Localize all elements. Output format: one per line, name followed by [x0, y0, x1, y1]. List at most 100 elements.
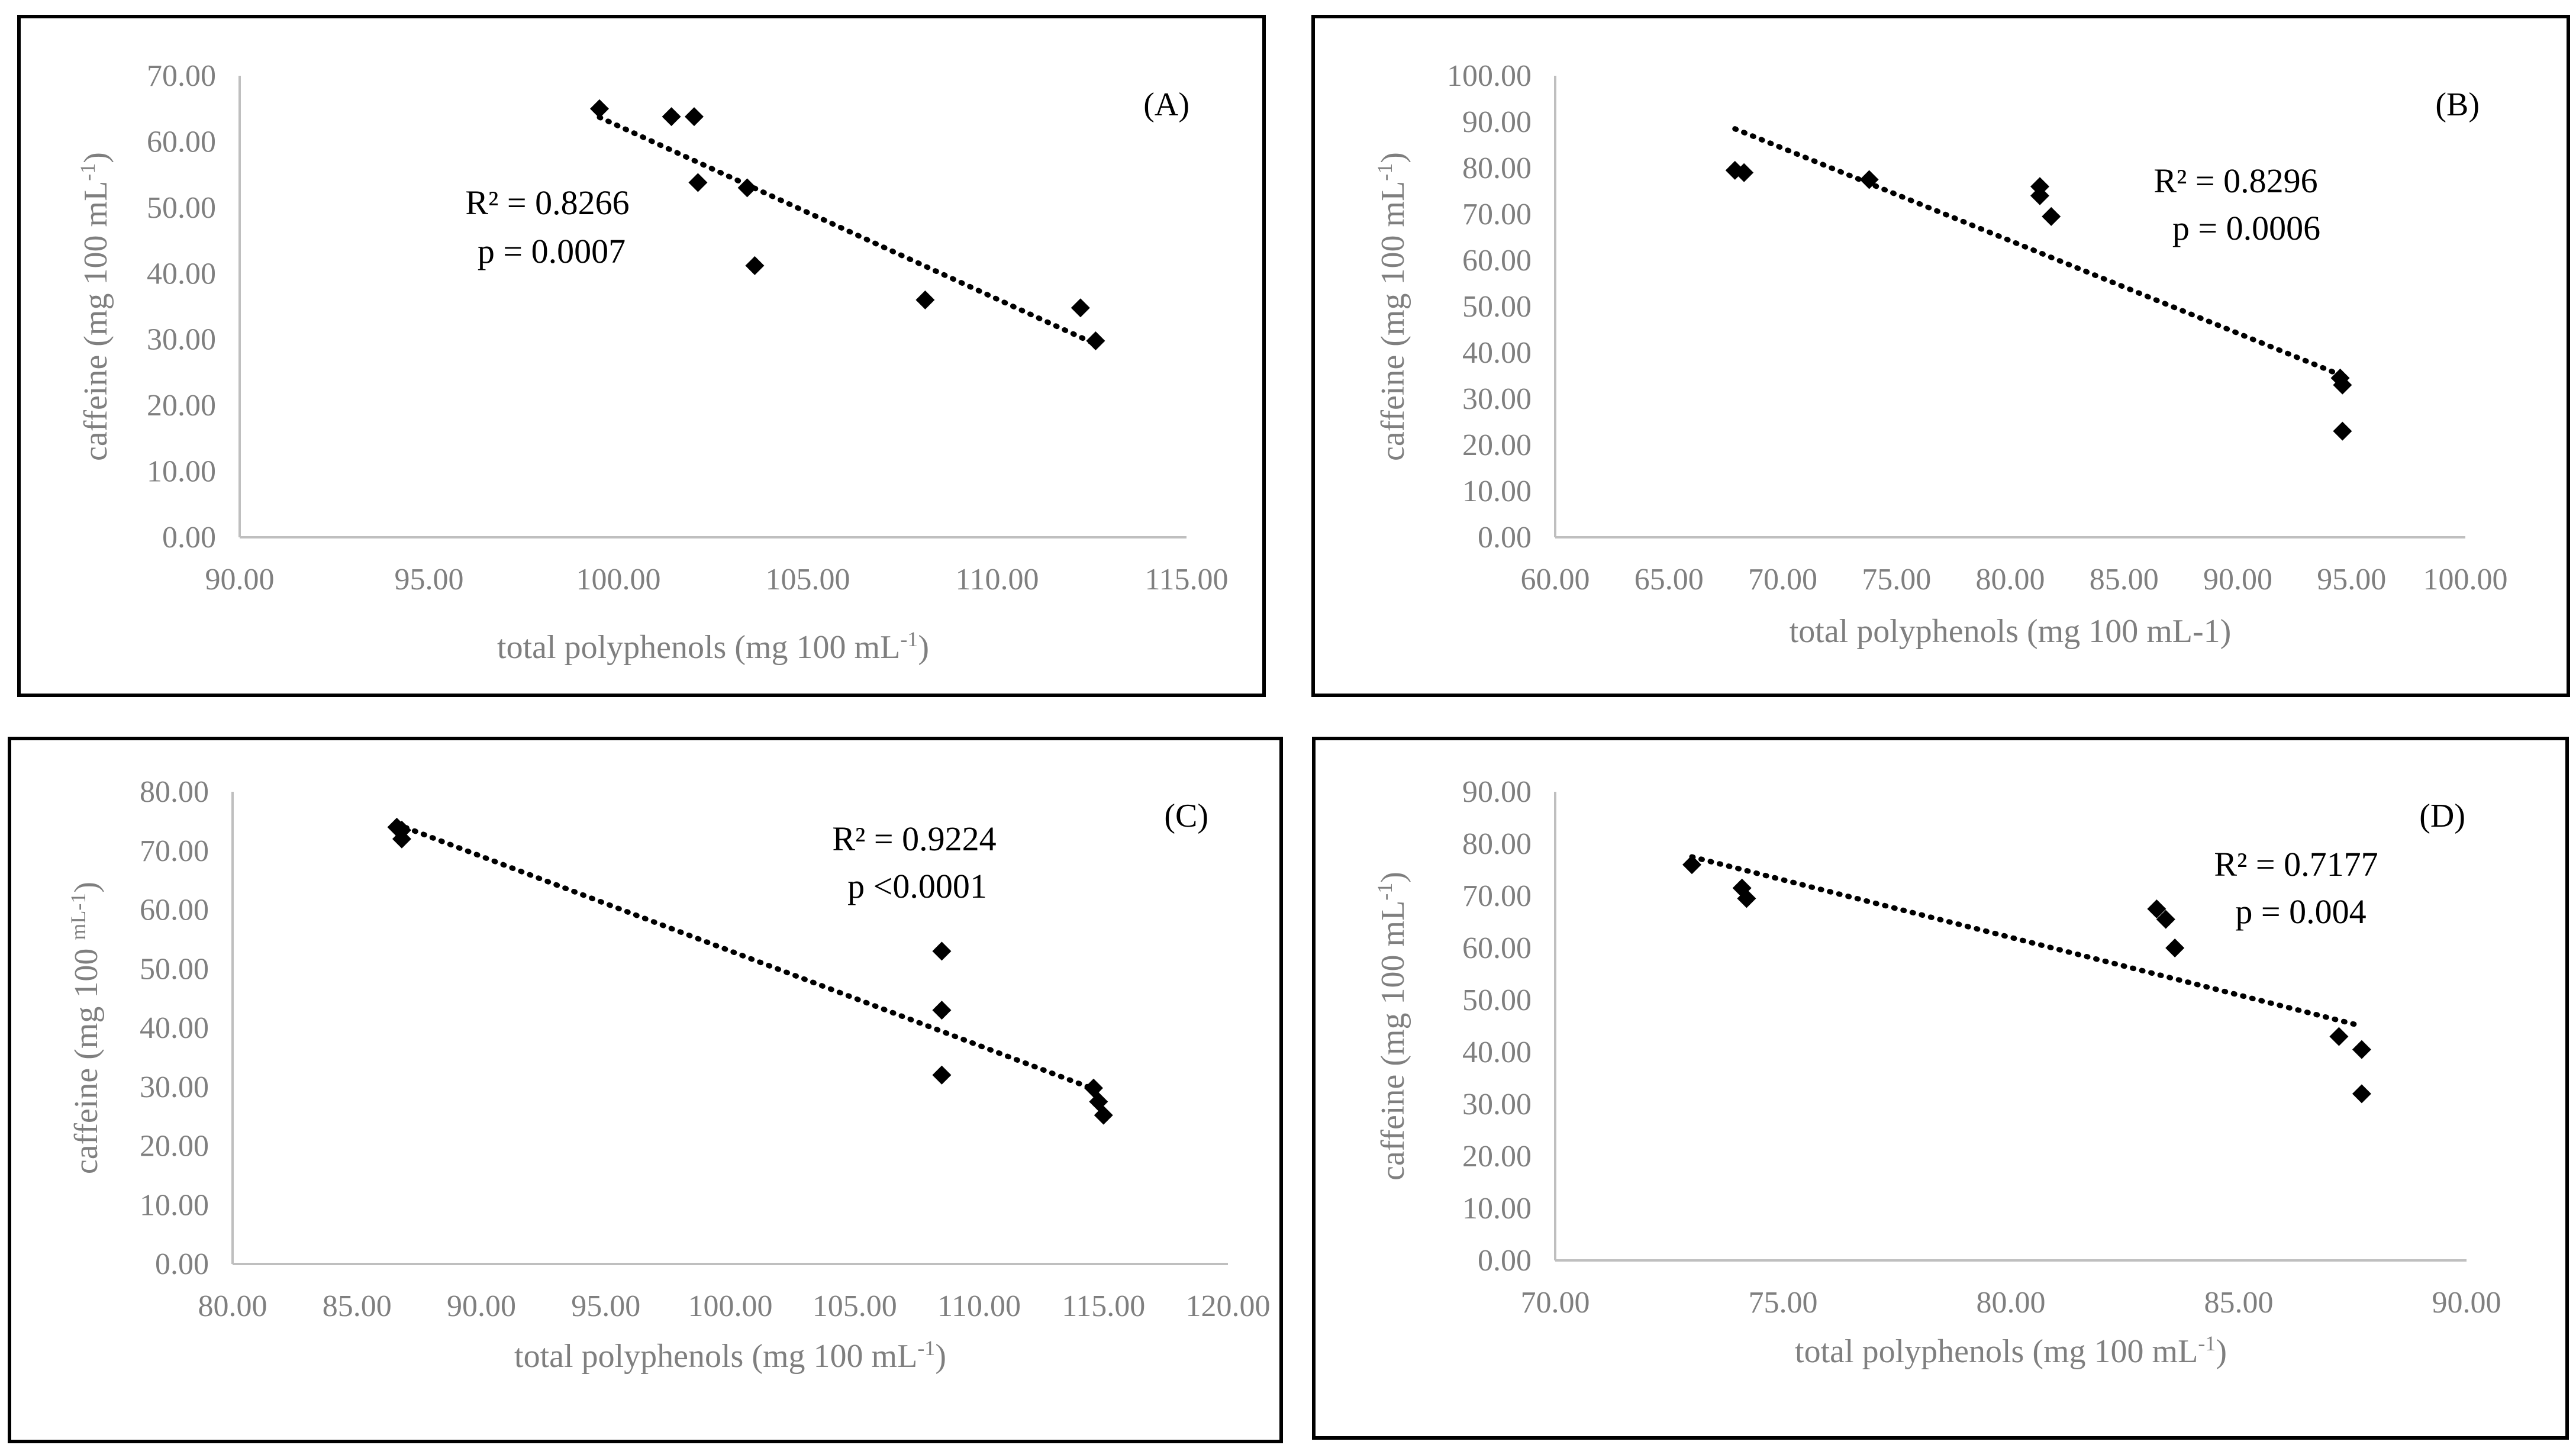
- y-tick-label: 10.00: [140, 1188, 209, 1222]
- x-tick-label: 95.00: [395, 563, 464, 596]
- panel-label: (D): [2419, 798, 2465, 834]
- data-point: [932, 1001, 952, 1020]
- data-point: [1734, 163, 1754, 182]
- trendline: [1689, 854, 2365, 1029]
- y-tick-label: 40.00: [1462, 1036, 1532, 1069]
- y-tick-label: 80.00: [1462, 827, 1532, 861]
- x-axis-title: total polyphenols (mg 100 mL-1): [514, 1336, 946, 1375]
- trendline: [597, 114, 1098, 347]
- data-point: [662, 107, 681, 127]
- data-point: [685, 107, 704, 127]
- data-point: [2147, 899, 2166, 918]
- chart-panel-d: 0.00 10.00 20.00 30.00 40.00 50.00 60.00 70.00 8…: [1312, 737, 2569, 1440]
- data-point: [2165, 939, 2185, 957]
- panel-frame: [1312, 737, 2569, 1440]
- x-tick-label: 90.00: [205, 563, 275, 596]
- data-point: [688, 173, 708, 192]
- y-tick-label: 40.00: [147, 257, 216, 291]
- r-squared-label: R² = 0.9224: [832, 820, 996, 858]
- y-tick-label: 70.00: [1462, 879, 1532, 913]
- x-tick-label: 90.00: [2432, 1286, 2501, 1320]
- y-tick-label: 70.00: [140, 834, 209, 868]
- y-tick-label: 80.00: [1462, 151, 1532, 185]
- y-tick-label: 40.00: [140, 1011, 209, 1045]
- x-tick-label: 105.00: [766, 563, 850, 596]
- r-squared-label: R² = 0.8296: [2153, 162, 2317, 200]
- x-tick-label: 105.00: [813, 1289, 897, 1323]
- x-tick-label: 115.00: [1062, 1289, 1145, 1323]
- x-tick-label: 70.00: [1521, 1286, 1590, 1320]
- y-tick-label: 80.00: [140, 775, 209, 809]
- x-tick-label: 60.00: [1521, 563, 1590, 596]
- y-tick-label: 10.00: [1462, 1192, 1532, 1226]
- data-point: [2352, 1040, 2371, 1059]
- data-point: [2042, 207, 2061, 226]
- y-axis-title: caffeine (mg 100 mL-1): [76, 152, 114, 461]
- y-tick-label: 20.00: [147, 389, 216, 423]
- y-tick-label: 60.00: [147, 125, 216, 159]
- y-tick-label: 0.00: [1478, 521, 1532, 554]
- y-tick-label: 50.00: [140, 952, 209, 986]
- data-point: [737, 178, 757, 198]
- x-tick-label: 95.00: [571, 1289, 640, 1323]
- chart-panel-b: 0.00 10.00 20.00 30.00 40.00 50.00 60.00 70.00 8…: [1311, 15, 2570, 697]
- y-tick-label: 50.00: [1462, 290, 1532, 324]
- y-tick-label: 30.00: [1462, 382, 1532, 416]
- y-tick-label: 0.00: [1478, 1244, 1532, 1278]
- x-tick-label: 85.00: [323, 1289, 392, 1323]
- data-point: [745, 256, 765, 275]
- panel-frame: [8, 737, 1283, 1443]
- y-axis-title: caffeine (mg 100 mL-1): [1373, 152, 1411, 461]
- p-value-label: p = 0.004: [2235, 892, 2366, 931]
- x-tick-label: 70.00: [1748, 563, 1817, 596]
- data-point: [2352, 1084, 2371, 1104]
- x-tick-label: 90.00: [2203, 563, 2272, 596]
- data-point: [1682, 855, 1701, 875]
- chart-panel-a: 0.00 10.00 20.00 30.00 40.00 50.00 60.00 70.00 9…: [17, 15, 1266, 697]
- data-point: [932, 941, 952, 961]
- y-tick-label: 60.00: [140, 894, 209, 927]
- x-tick-label: 90.00: [447, 1289, 516, 1323]
- x-axis-title: total polyphenols (mg 100 mL-1): [1790, 613, 2232, 650]
- x-tick-label: 80.00: [198, 1289, 267, 1323]
- chart-panel-c: 0.00 10.00 20.00 30.00 40.00 50.00 60.00 70.00 8…: [8, 737, 1283, 1443]
- y-tick-label: 70.00: [147, 59, 216, 93]
- data-point: [2156, 910, 2175, 929]
- x-tick-label: 100.00: [2423, 563, 2508, 596]
- panel-frame: [17, 15, 1266, 697]
- y-tick-label: 60.00: [1462, 931, 1532, 965]
- y-tick-label: 100.00: [1447, 59, 1532, 93]
- y-tick-label: 50.00: [1462, 983, 1532, 1017]
- y-tick-label: 10.00: [147, 455, 216, 489]
- y-tick-label: 10.00: [1462, 475, 1532, 508]
- x-tick-label: 120.00: [1186, 1289, 1271, 1323]
- x-tick-label: 85.00: [2204, 1286, 2274, 1320]
- panel-frame: [1311, 15, 2570, 697]
- y-tick-label: 30.00: [1462, 1088, 1532, 1121]
- panel-label: (C): [1164, 798, 1208, 834]
- data-point: [1859, 170, 1879, 189]
- x-axis-title: total polyphenols (mg 100 mL-1): [497, 627, 929, 666]
- r-squared-label: R² = 0.8266: [465, 183, 629, 222]
- data-point: [932, 1065, 952, 1085]
- y-tick-label: 90.00: [1462, 105, 1532, 139]
- y-axis-title: caffeine (mg 100 mL-1): [66, 882, 105, 1174]
- p-value-label: p <0.0001: [847, 867, 987, 905]
- panel-label: (A): [1143, 86, 1189, 123]
- data-point: [392, 829, 411, 849]
- x-tick-label: 100.00: [576, 563, 661, 596]
- x-axis-title: total polyphenols (mg 100 mL-1): [1795, 1331, 2227, 1370]
- y-tick-label: 90.00: [1462, 775, 1532, 809]
- p-value-label: p = 0.0007: [478, 232, 626, 270]
- data-point: [590, 99, 609, 118]
- data-point: [1737, 889, 1756, 908]
- trendline: [394, 821, 1107, 1096]
- y-tick-label: 0.00: [162, 521, 216, 554]
- x-tick-label: 100.00: [688, 1289, 773, 1323]
- y-tick-label: 20.00: [1462, 428, 1532, 462]
- y-tick-label: 0.00: [155, 1247, 209, 1281]
- data-point: [1094, 1105, 1113, 1125]
- r-squared-label: R² = 0.7177: [2214, 845, 2378, 883]
- y-tick-label: 30.00: [147, 323, 216, 357]
